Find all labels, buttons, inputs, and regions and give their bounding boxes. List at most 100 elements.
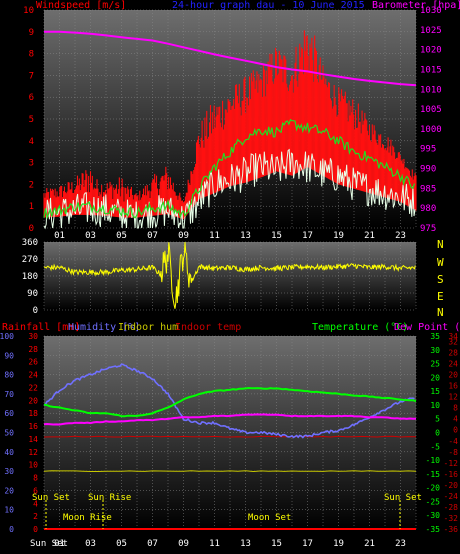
direction-y-tick: 360: [22, 238, 38, 248]
dew-point-tick: 20: [448, 371, 458, 380]
legend-indoor-temp: Indoor temp: [175, 322, 241, 333]
wind-x-tick: 11: [209, 231, 220, 241]
temp-x-tick: 05: [116, 539, 127, 549]
rain-tick: 2: [33, 512, 38, 521]
dew-point-tick: -36: [444, 525, 459, 534]
temperature-tick: -20: [426, 484, 441, 493]
baro-y-tick: 980: [420, 204, 436, 214]
rain-tick: 8: [33, 474, 38, 483]
wind-y-tick: 5: [29, 115, 34, 125]
rain-tick: 18: [28, 409, 38, 418]
windspeed-label: Windspeed [m/s]: [36, 0, 126, 11]
temperature-tick: 5: [435, 415, 440, 424]
sun-rise-label: Sun Rise: [88, 493, 131, 503]
dew-point-tick: 34: [448, 332, 458, 341]
direction-y-tick: 90: [27, 289, 38, 299]
wind-x-axis: 01 03 05 07 09 11 13 15 17 19 21 23: [54, 231, 406, 241]
temp-x-tick: 19: [333, 539, 344, 549]
wind-y-tick: 2: [29, 180, 34, 190]
moon-set-label: Moon Set: [248, 513, 291, 523]
sun-set-left-label: Sun Set: [32, 493, 70, 503]
humidity-tick: 100: [0, 332, 14, 341]
wind-x-tick: 19: [333, 231, 344, 241]
temperature-line: [43, 386, 417, 418]
barometer-label: Barometer [hpa]: [372, 0, 460, 11]
sun-set-right-label: Sun Set: [384, 493, 422, 503]
temperature-panel-grid: [43, 335, 417, 530]
temperature-tick: 15: [430, 387, 440, 396]
dew-point-tick: -20: [444, 481, 459, 490]
wind-green-line: [43, 118, 416, 220]
barometer-line: [44, 30, 417, 87]
wind-panel-series: [43, 30, 417, 230]
baro-y-tick: 990: [420, 165, 436, 175]
temp-x-tick: 21: [364, 539, 375, 549]
dew-point-tick: -4: [448, 437, 458, 446]
compass-w: W: [437, 256, 444, 269]
rain-tick: 22: [28, 383, 38, 392]
temp-x-tick: 11: [209, 539, 220, 549]
temperature-tick: -5: [430, 442, 440, 451]
temperature-tick: -15: [426, 470, 441, 479]
temperature-tick: -30: [426, 511, 441, 520]
baro-y-tick: 995: [420, 145, 436, 155]
humidity-tick: 50: [4, 429, 14, 438]
temperature-tick: -35: [426, 525, 441, 534]
dew-point-tick: -12: [444, 459, 459, 468]
moon-rise-label: Moon Rise: [63, 513, 112, 523]
wind-x-tick: 09: [178, 231, 189, 241]
temp-x-tick: 01: [54, 539, 65, 549]
temperature-tick: 0: [435, 429, 440, 438]
temperature-tick: 20: [430, 373, 440, 382]
legend-humidity: Humidity [%]: [68, 322, 140, 333]
wind-white-line: [43, 148, 416, 230]
temp-x-tick: 13: [240, 539, 251, 549]
rain-tick: 12: [28, 448, 38, 457]
dew-point-tick: 24: [448, 360, 458, 369]
direction-left-axis: 0 90 180 270 360: [22, 238, 38, 316]
wind-y-tick: 7: [29, 71, 34, 81]
wind-x-tick: 05: [116, 231, 127, 241]
temp-x-tick: 03: [85, 539, 96, 549]
legend-rainfall: Rainfall [mm]: [2, 322, 80, 333]
wind-direction-line: [43, 241, 416, 309]
wind-y-tick: 8: [29, 50, 34, 60]
wind-x-tick: 07: [147, 231, 158, 241]
indoor-temp-line: [43, 435, 417, 438]
wind-x-tick: 21: [364, 231, 375, 241]
dew-point-line: [43, 413, 416, 426]
direction-y-tick: 0: [33, 306, 38, 316]
dew-point-tick: 12: [448, 393, 458, 402]
wind-x-tick: 23: [395, 231, 406, 241]
baro-y-tick: 1010: [420, 85, 442, 95]
direction-series: [43, 241, 416, 309]
temperature-axes: 0102030405060708090100024681012141618202…: [0, 332, 458, 534]
wind-y-tick: 6: [29, 93, 34, 103]
temperature-tick: 25: [430, 360, 440, 369]
rain-tick: 28: [28, 345, 38, 354]
dew-point-tick: 16: [448, 382, 458, 391]
wind-y-tick: 0: [29, 224, 34, 234]
humidity-tick: 90: [4, 351, 14, 360]
wind-y-tick: 4: [29, 137, 34, 147]
baro-y-tick: 975: [420, 224, 436, 234]
temp-x-tick: 15: [271, 539, 282, 549]
graph-title: 24-hour graph dau - 10 June 2015: [172, 0, 365, 11]
compass-n-bottom: N: [437, 306, 444, 319]
rain-tick: 6: [33, 486, 38, 495]
dew-point-tick: 28: [448, 349, 458, 358]
humidity-tick: 10: [4, 506, 14, 515]
compass-n: N: [437, 238, 444, 251]
wind-x-tick: 13: [240, 231, 251, 241]
humidity-tick: 0: [9, 525, 14, 534]
humidity-tick: 80: [4, 371, 14, 380]
dew-point-tick: -8: [448, 448, 458, 457]
temperature-x-axis: 01 03 05 07 09 11 13 15 17 19 21 23: [54, 539, 406, 549]
baro-y-tick: 1000: [420, 125, 442, 135]
wind-x-tick: 03: [85, 231, 96, 241]
dew-point-tick: 0: [453, 426, 458, 435]
rain-tick: 4: [33, 499, 38, 508]
legend-dew-point: Dew Point (°C): [394, 322, 460, 333]
